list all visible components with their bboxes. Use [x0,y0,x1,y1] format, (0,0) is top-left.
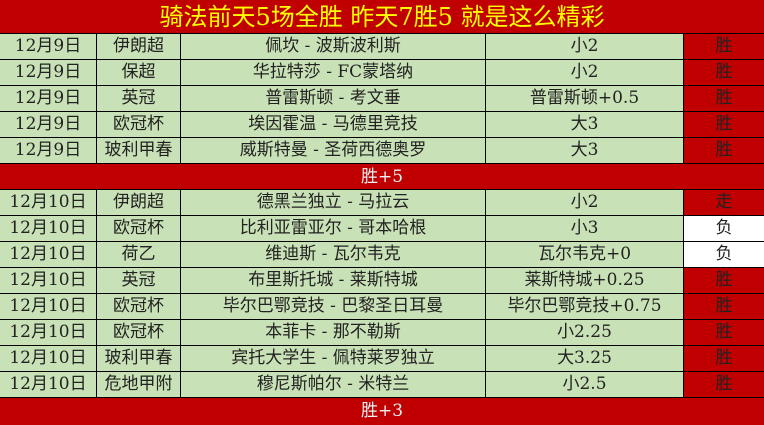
result-cell: 胜 [684,268,764,293]
pick-cell: 大3.25 [486,346,684,371]
pick-cell: 小3 [486,216,684,241]
table-row: 12月10日 英冠 布里斯托城 - 莱斯特城 莱斯特城+0.25 胜 [0,268,764,294]
table-row: 12月10日 欧冠杯 本菲卡 - 那不勒斯 小2.25 胜 [0,320,764,346]
result-cell: 胜 [684,372,764,397]
result-cell: 胜 [684,346,764,371]
table-row: 12月10日 荷乙 维迪斯 - 瓦尔韦克 瓦尔韦克+0 负 [0,242,764,268]
match-cell: 布里斯托城 - 莱斯特城 [181,268,486,293]
table-row: 12月9日 保超 华拉特莎 - FC蒙塔纳 小2 胜 [0,60,764,86]
result-cell: 胜 [684,34,764,59]
date-cell: 12月10日 [0,268,97,293]
league-cell: 伊朗超 [97,190,181,215]
league-cell: 欧冠杯 [97,294,181,319]
league-cell: 欧冠杯 [97,112,181,137]
date-cell: 12月10日 [0,242,97,267]
pick-cell: 小2 [486,190,684,215]
pick-cell: 瓦尔韦克+0 [486,242,684,267]
date-cell: 12月10日 [0,190,97,215]
result-cell: 胜 [684,112,764,137]
league-cell: 玻利甲春 [97,346,181,371]
match-cell: 普雷斯顿 - 考文垂 [181,86,486,111]
league-cell: 玻利甲春 [97,138,181,163]
match-cell: 宾托大学生 - 佩特莱罗独立 [181,346,486,371]
pick-cell: 毕尔巴鄂竞技+0.75 [486,294,684,319]
result-cell: 胜 [684,86,764,111]
summary-dec-10: 胜+3 [0,398,764,425]
table-row: 12月9日 欧冠杯 埃因霍温 - 马德里竞技 大3 胜 [0,112,764,138]
match-cell: 毕尔巴鄂竞技 - 巴黎圣日耳曼 [181,294,486,319]
date-cell: 12月9日 [0,86,97,111]
match-cell: 比利亚雷亚尔 - 哥本哈根 [181,216,486,241]
table-row: 12月9日 伊朗超 佩坎 - 波斯波利斯 小2 胜 [0,34,764,60]
date-cell: 12月9日 [0,112,97,137]
group-dec-9: 12月9日 伊朗超 佩坎 - 波斯波利斯 小2 胜 12月9日 保超 华拉特莎 - FC蒙塔纳… [0,34,764,164]
result-cell: 负 [684,216,764,241]
match-cell: 维迪斯 - 瓦尔韦克 [181,242,486,267]
page-title: 骑法前天5场全胜 昨天7胜5 就是这么精彩 [0,0,764,34]
table-row: 12月10日 欧冠杯 比利亚雷亚尔 - 哥本哈根 小3 负 [0,216,764,242]
pick-cell: 小2 [486,34,684,59]
pick-cell: 小2 [486,60,684,85]
date-cell: 12月9日 [0,34,97,59]
date-cell: 12月9日 [0,138,97,163]
result-cell: 胜 [684,294,764,319]
match-cell: 华拉特莎 - FC蒙塔纳 [181,60,486,85]
group-dec-10: 12月10日 伊朗超 德黑兰独立 - 马拉云 小2 走 12月10日 欧冠杯 比利亚雷亚尔 -… [0,190,764,398]
result-cell: 负 [684,242,764,267]
match-cell: 穆尼斯帕尔 - 米特兰 [181,372,486,397]
date-cell: 12月10日 [0,294,97,319]
match-cell: 佩坎 - 波斯波利斯 [181,34,486,59]
date-cell: 12月10日 [0,372,97,397]
league-cell: 危地甲附 [97,372,181,397]
match-cell: 德黑兰独立 - 马拉云 [181,190,486,215]
table-row: 12月9日 玻利甲春 威斯特曼 - 圣荷西德奥罗 大3 胜 [0,138,764,164]
league-cell: 保超 [97,60,181,85]
date-cell: 12月10日 [0,216,97,241]
table-row: 12月10日 玻利甲春 宾托大学生 - 佩特莱罗独立 大3.25 胜 [0,346,764,372]
result-cell: 胜 [684,138,764,163]
league-cell: 欧冠杯 [97,320,181,345]
league-cell: 欧冠杯 [97,216,181,241]
league-cell: 英冠 [97,86,181,111]
pick-cell: 大3 [486,112,684,137]
date-cell: 12月10日 [0,346,97,371]
pick-cell: 莱斯特城+0.25 [486,268,684,293]
league-cell: 英冠 [97,268,181,293]
table-row: 12月10日 伊朗超 德黑兰独立 - 马拉云 小2 走 [0,190,764,216]
pick-cell: 大3 [486,138,684,163]
summary-dec-9: 胜+5 [0,164,764,190]
result-cell: 走 [684,190,764,215]
pick-cell: 普雷斯顿+0.5 [486,86,684,111]
result-cell: 胜 [684,60,764,85]
pick-cell: 小2.25 [486,320,684,345]
table-row: 12月10日 危地甲附 穆尼斯帕尔 - 米特兰 小2.5 胜 [0,372,764,398]
date-cell: 12月10日 [0,320,97,345]
league-cell: 伊朗超 [97,34,181,59]
table-row: 12月9日 英冠 普雷斯顿 - 考文垂 普雷斯顿+0.5 胜 [0,86,764,112]
match-cell: 威斯特曼 - 圣荷西德奥罗 [181,138,486,163]
result-cell: 胜 [684,320,764,345]
league-cell: 荷乙 [97,242,181,267]
match-cell: 埃因霍温 - 马德里竞技 [181,112,486,137]
pick-cell: 小2.5 [486,372,684,397]
match-cell: 本菲卡 - 那不勒斯 [181,320,486,345]
table-row: 12月10日 欧冠杯 毕尔巴鄂竞技 - 巴黎圣日耳曼 毕尔巴鄂竞技+0.75 胜 [0,294,764,320]
date-cell: 12月9日 [0,60,97,85]
